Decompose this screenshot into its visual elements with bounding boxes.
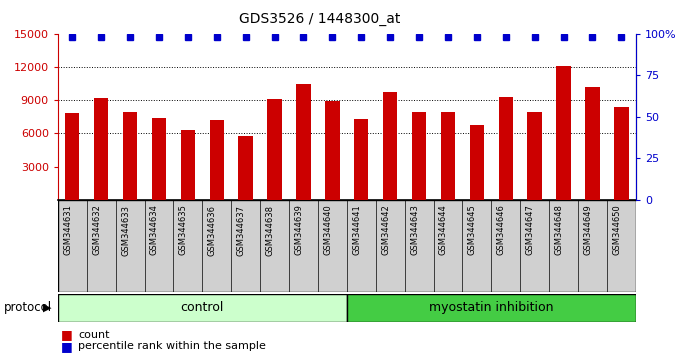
- Bar: [267, 99, 282, 200]
- Bar: [441, 112, 455, 200]
- Text: GSM344632: GSM344632: [92, 205, 101, 256]
- Bar: [556, 66, 571, 200]
- Bar: [470, 125, 484, 200]
- Bar: [325, 101, 339, 200]
- Text: protocol: protocol: [3, 302, 52, 314]
- Bar: [614, 107, 628, 200]
- FancyBboxPatch shape: [347, 294, 636, 322]
- Bar: [383, 92, 397, 200]
- Text: GSM344643: GSM344643: [410, 205, 419, 256]
- Text: GSM344637: GSM344637: [237, 205, 245, 256]
- Text: ■: ■: [61, 328, 73, 341]
- Text: GDS3526 / 1448300_at: GDS3526 / 1448300_at: [239, 12, 401, 27]
- Text: myostatin inhibition: myostatin inhibition: [429, 302, 554, 314]
- Text: GSM344647: GSM344647: [526, 205, 534, 256]
- Text: GSM344639: GSM344639: [294, 205, 303, 256]
- Text: GSM344631: GSM344631: [63, 205, 72, 256]
- Text: ■: ■: [61, 340, 73, 353]
- Bar: [585, 87, 600, 200]
- Bar: [528, 112, 542, 200]
- Bar: [181, 130, 195, 200]
- Bar: [412, 112, 426, 200]
- Text: ▶: ▶: [43, 303, 52, 313]
- Text: GSM344641: GSM344641: [352, 205, 361, 255]
- Bar: [296, 84, 311, 200]
- Bar: [65, 114, 80, 200]
- Text: GSM344646: GSM344646: [497, 205, 506, 256]
- Bar: [239, 136, 253, 200]
- Bar: [123, 112, 137, 200]
- Text: GSM344638: GSM344638: [266, 205, 275, 256]
- Text: GSM344640: GSM344640: [324, 205, 333, 255]
- Bar: [94, 98, 108, 200]
- Text: GSM344635: GSM344635: [179, 205, 188, 256]
- Bar: [152, 118, 166, 200]
- Text: GSM344642: GSM344642: [381, 205, 390, 255]
- Text: GSM344650: GSM344650: [613, 205, 622, 255]
- Text: control: control: [181, 302, 224, 314]
- Text: GSM344636: GSM344636: [208, 205, 217, 256]
- Bar: [498, 97, 513, 200]
- Text: GSM344648: GSM344648: [555, 205, 564, 256]
- Text: GSM344633: GSM344633: [121, 205, 130, 256]
- Text: count: count: [78, 330, 109, 339]
- Text: GSM344649: GSM344649: [583, 205, 592, 255]
- Text: percentile rank within the sample: percentile rank within the sample: [78, 341, 266, 351]
- Text: GSM344645: GSM344645: [468, 205, 477, 255]
- Bar: [209, 120, 224, 200]
- FancyBboxPatch shape: [58, 294, 347, 322]
- Bar: [354, 119, 369, 200]
- Text: GSM344634: GSM344634: [150, 205, 159, 256]
- Text: GSM344644: GSM344644: [439, 205, 448, 255]
